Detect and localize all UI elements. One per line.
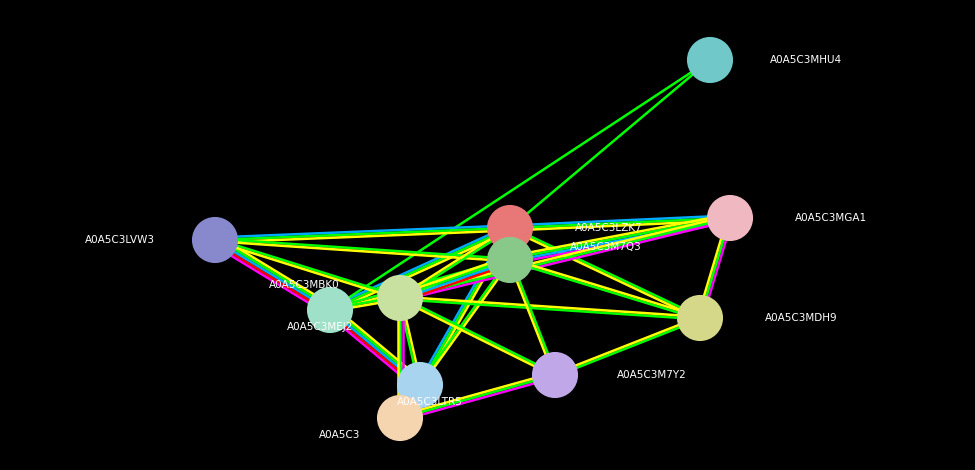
Text: A0A5C3MDH9: A0A5C3MDH9 [765, 313, 838, 323]
Circle shape [678, 296, 722, 340]
Text: A0A5C3MBK0: A0A5C3MBK0 [269, 280, 340, 290]
Circle shape [488, 206, 532, 250]
Text: A0A5C3LVW3: A0A5C3LVW3 [85, 235, 155, 245]
Circle shape [308, 288, 352, 332]
Circle shape [708, 196, 752, 240]
Circle shape [688, 38, 732, 82]
Circle shape [398, 363, 442, 407]
Circle shape [193, 218, 237, 262]
Text: A0A5C3MEJ2: A0A5C3MEJ2 [287, 322, 353, 332]
Circle shape [488, 238, 532, 282]
Circle shape [378, 276, 422, 320]
Text: A0A5C3M7Y2: A0A5C3M7Y2 [617, 370, 686, 380]
Text: A0A5C3LTR5: A0A5C3LTR5 [397, 397, 463, 407]
Text: A0A5C3M7Q3: A0A5C3M7Q3 [570, 242, 642, 252]
Text: A0A5C3LZK7: A0A5C3LZK7 [575, 223, 643, 233]
Circle shape [378, 396, 422, 440]
Circle shape [533, 353, 577, 397]
Text: A0A5C3MHU4: A0A5C3MHU4 [770, 55, 842, 65]
Text: A0A5C3: A0A5C3 [319, 430, 360, 440]
Text: A0A5C3MGA1: A0A5C3MGA1 [795, 213, 867, 223]
